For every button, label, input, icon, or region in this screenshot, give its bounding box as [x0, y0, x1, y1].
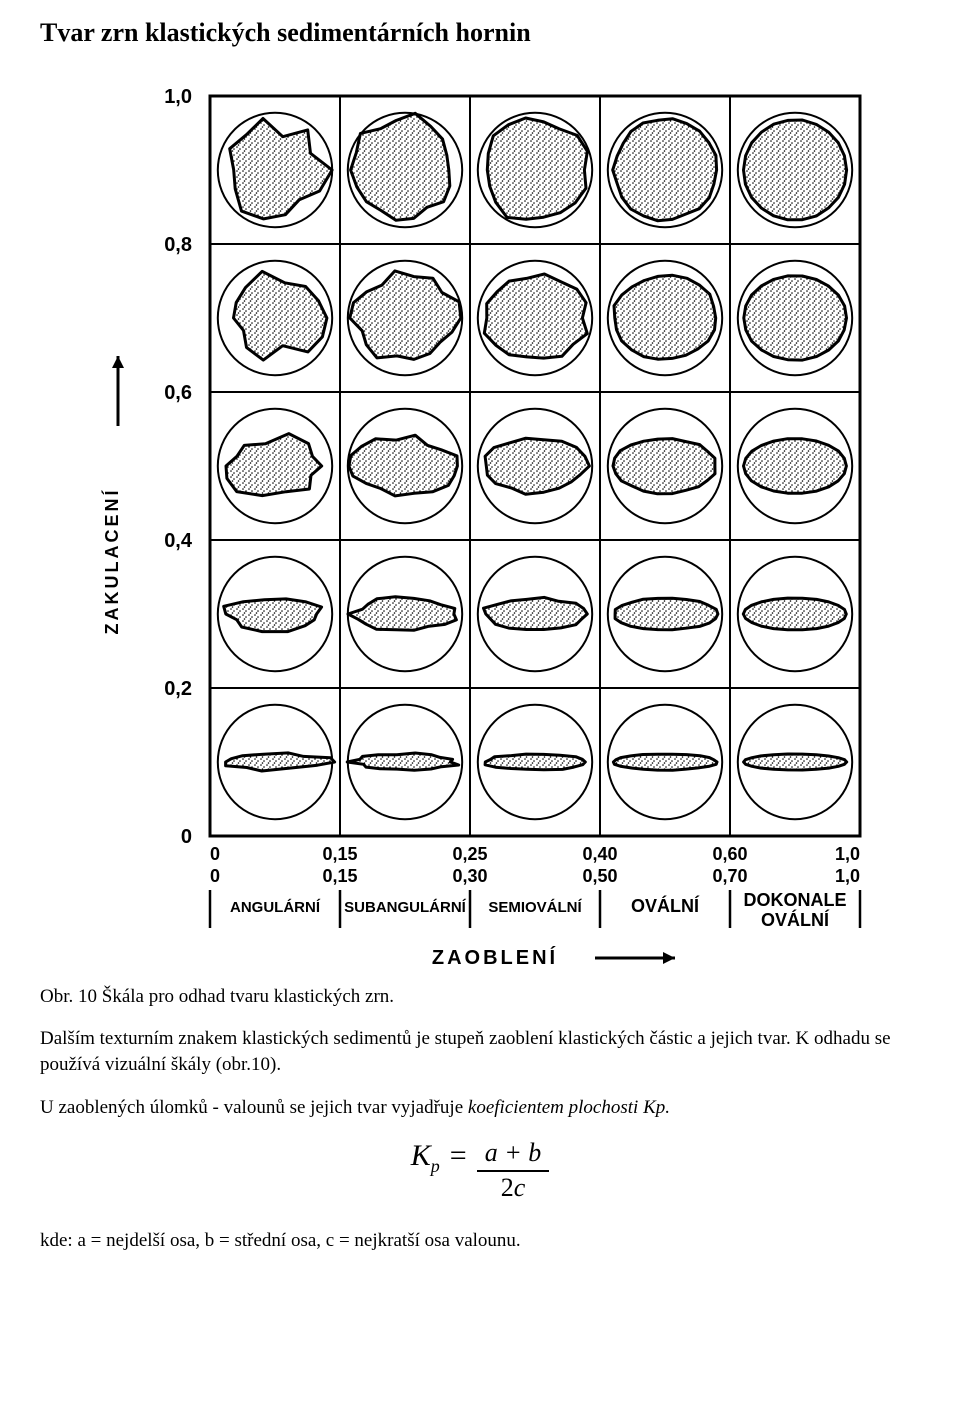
svg-text:1,0: 1,0: [164, 86, 192, 108]
formula-denominator: 2c: [477, 1172, 550, 1203]
formula-lhs: Kp: [411, 1139, 440, 1202]
svg-text:ZAKULACENÍ: ZAKULACENÍ: [101, 488, 122, 635]
formula-eq: =: [450, 1139, 467, 1202]
svg-text:0,15: 0,15: [322, 866, 357, 886]
formula-sub: p: [431, 1156, 440, 1176]
svg-text:0,70: 0,70: [712, 866, 747, 886]
svg-text:SEMIOVÁLNÍ: SEMIOVÁLNÍ: [488, 899, 582, 916]
svg-text:0,60: 0,60: [712, 844, 747, 864]
figure-caption: Obr. 10 Škála pro odhad tvaru klastickýc…: [40, 986, 920, 1008]
svg-text:1,0: 1,0: [835, 844, 860, 864]
grain-shape-chart: 1,00,80,60,40,20ZAKULACENÍ00,150,250,400…: [80, 56, 880, 976]
svg-text:0,25: 0,25: [452, 844, 487, 864]
svg-text:OVÁLNÍ: OVÁLNÍ: [761, 909, 830, 930]
footer-definitions: kde: a = nejdelší osa, b = střední osa, …: [40, 1228, 920, 1254]
svg-text:0,6: 0,6: [164, 382, 192, 404]
kp-formula: Kp = a + b 2c: [40, 1139, 920, 1202]
svg-text:OVÁLNÍ: OVÁLNÍ: [631, 895, 700, 916]
formula-k: K: [411, 1139, 431, 1172]
formula-fraction: a + b 2c: [477, 1139, 550, 1202]
page-title: Tvar zrn klastických sedimentárních horn…: [40, 18, 920, 48]
svg-text:SUBANGULÁRNÍ: SUBANGULÁRNÍ: [344, 899, 466, 916]
svg-text:0,2: 0,2: [164, 678, 192, 700]
formula-numerator: a + b: [477, 1139, 550, 1172]
svg-text:0: 0: [181, 826, 192, 848]
svg-text:ANGULÁRNÍ: ANGULÁRNÍ: [230, 899, 321, 916]
paragraph-2-em: koeficientem plochosti Kp.: [468, 1097, 670, 1118]
svg-text:DOKONALE: DOKONALE: [744, 890, 847, 910]
paragraph-2: U zaoblených úlomků - valounů se jejich …: [40, 1095, 920, 1121]
svg-text:1,0: 1,0: [835, 866, 860, 886]
svg-text:0,8: 0,8: [164, 234, 192, 256]
paragraph-2-text: U zaoblených úlomků - valounů se jejich …: [40, 1097, 468, 1118]
svg-text:0,15: 0,15: [322, 844, 357, 864]
svg-text:0,4: 0,4: [164, 530, 193, 552]
svg-text:0: 0: [210, 844, 220, 864]
svg-text:0: 0: [210, 866, 220, 886]
svg-text:0,30: 0,30: [452, 866, 487, 886]
svg-text:0,50: 0,50: [582, 866, 617, 886]
svg-text:0,40: 0,40: [582, 844, 617, 864]
paragraph-1: Dalším texturním znakem klastických sedi…: [40, 1026, 920, 1077]
svg-text:ZAOBLENÍ: ZAOBLENÍ: [432, 946, 558, 969]
